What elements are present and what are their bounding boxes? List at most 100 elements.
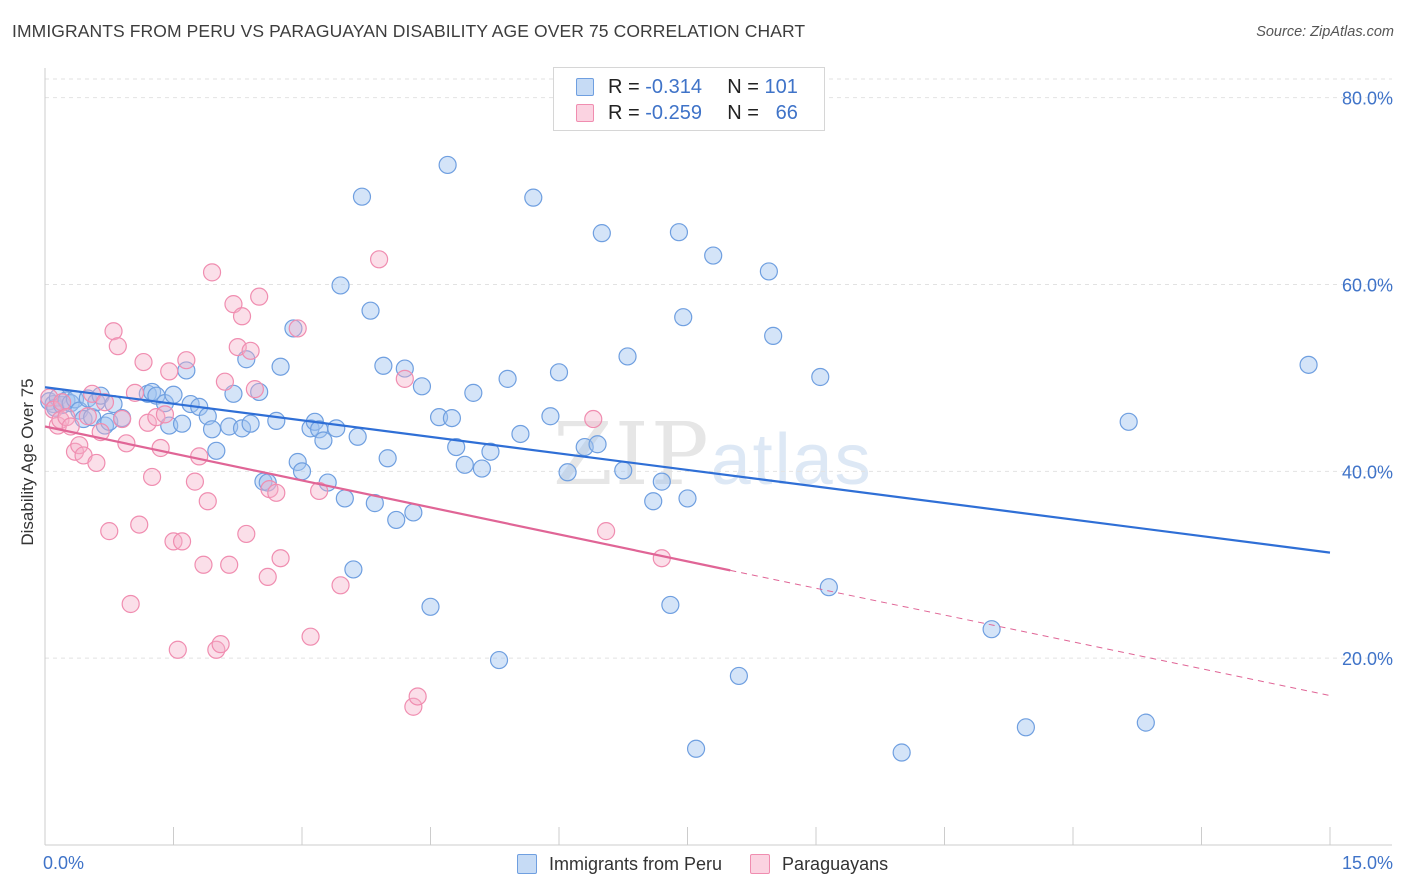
point-peru bbox=[271, 357, 290, 376]
x-tick-label-max: 15.0% bbox=[1342, 853, 1393, 873]
point-paraguayans bbox=[125, 383, 145, 402]
point-peru bbox=[614, 461, 633, 480]
point-peru bbox=[207, 441, 226, 460]
point-peru bbox=[1299, 355, 1318, 374]
point-peru bbox=[511, 424, 530, 444]
point-paraguayans bbox=[190, 447, 209, 466]
point-peru bbox=[1136, 713, 1155, 732]
point-paraguayans bbox=[185, 472, 205, 491]
point-peru bbox=[331, 276, 350, 295]
point-peru bbox=[378, 449, 397, 468]
legend-item-peru[interactable]: Immigrants from Peru bbox=[517, 854, 722, 875]
point-paraguayans bbox=[215, 372, 234, 391]
r-label: R = bbox=[608, 101, 640, 124]
point-peru bbox=[438, 155, 457, 175]
point-paraguayans bbox=[168, 640, 187, 659]
point-paraguayans bbox=[404, 697, 423, 716]
point-peru bbox=[344, 560, 363, 579]
point-paraguayans bbox=[172, 532, 192, 551]
point-peru bbox=[395, 359, 414, 378]
point-paraguayans bbox=[301, 627, 320, 646]
r-value: -0.314 bbox=[645, 75, 702, 98]
correlation-legend: R = -0.314 N = 101 R = -0.259 N = 66 bbox=[553, 67, 825, 131]
point-peru bbox=[892, 743, 911, 762]
point-paraguayans bbox=[288, 319, 307, 338]
legend-label-paraguayans: Paraguayans bbox=[782, 853, 889, 874]
point-peru bbox=[819, 578, 838, 597]
point-peru bbox=[288, 452, 307, 472]
point-peru bbox=[352, 187, 372, 206]
point-peru bbox=[1016, 718, 1035, 737]
r-label: R = bbox=[608, 75, 640, 98]
point-peru bbox=[759, 262, 778, 281]
n-value: 66 bbox=[775, 101, 798, 124]
point-peru bbox=[669, 223, 689, 242]
point-peru bbox=[365, 494, 384, 513]
legend-swatch-paraguayans bbox=[750, 854, 771, 874]
point-paraguayans bbox=[194, 555, 213, 574]
point-paraguayans bbox=[87, 453, 106, 473]
point-paraguayans bbox=[267, 483, 286, 502]
x-tick-label-min: 0.0% bbox=[43, 853, 84, 873]
point-paraguayans bbox=[100, 522, 119, 541]
legend-swatch-peru bbox=[517, 854, 537, 874]
point-peru bbox=[335, 489, 354, 508]
n-label: N = bbox=[727, 75, 759, 98]
point-paraguayans bbox=[310, 481, 329, 501]
y-tick-label: 60.0% bbox=[1342, 276, 1393, 296]
point-paraguayans bbox=[160, 362, 179, 381]
point-paraguayans bbox=[408, 687, 427, 706]
point-peru bbox=[267, 411, 286, 430]
point-peru bbox=[348, 427, 367, 446]
point-paraguayans bbox=[78, 407, 97, 426]
y-tick-label: 40.0% bbox=[1342, 462, 1393, 482]
point-paraguayans bbox=[134, 352, 153, 372]
point-peru bbox=[404, 503, 423, 522]
point-paraguayans bbox=[104, 322, 123, 341]
point-peru bbox=[618, 347, 637, 366]
point-peru bbox=[481, 442, 500, 461]
point-peru bbox=[232, 419, 252, 438]
point-peru bbox=[729, 666, 749, 686]
legend-swatch-peru bbox=[576, 78, 594, 96]
point-paraguayans bbox=[95, 393, 115, 412]
y-tick-label: 80.0% bbox=[1342, 89, 1393, 109]
point-paraguayans bbox=[258, 567, 277, 587]
trend-line-paraguayans-extension bbox=[730, 569, 1331, 697]
point-paraguayans bbox=[245, 380, 264, 399]
point-paraguayans bbox=[331, 576, 350, 595]
point-peru bbox=[361, 301, 380, 320]
point-peru bbox=[811, 367, 830, 387]
watermark-atlas: atlas bbox=[710, 420, 873, 500]
point-peru bbox=[472, 459, 491, 478]
n-label: N = bbox=[727, 101, 759, 124]
point-paraguayans bbox=[151, 438, 170, 458]
n-value: 101 bbox=[764, 75, 798, 98]
point-paraguayans bbox=[142, 467, 162, 487]
point-paraguayans bbox=[130, 515, 149, 534]
point-peru bbox=[704, 246, 723, 265]
legend-item-paraguayans[interactable]: Paraguayans bbox=[750, 854, 888, 875]
point-peru bbox=[678, 489, 697, 508]
point-paraguayans bbox=[237, 524, 256, 544]
point-peru bbox=[314, 431, 333, 450]
point-peru bbox=[387, 510, 406, 530]
point-peru bbox=[202, 420, 222, 439]
point-peru bbox=[541, 407, 560, 426]
point-peru bbox=[429, 408, 449, 427]
legend-row-paraguayans: R = -0.259 N = 66 bbox=[576, 101, 798, 125]
point-paraguayans bbox=[584, 409, 603, 429]
point-peru bbox=[524, 188, 543, 207]
point-paraguayans bbox=[395, 369, 414, 388]
r-value: -0.259 bbox=[645, 101, 702, 124]
legend-row-peru: R = -0.314 N = 101 bbox=[576, 75, 798, 99]
trend-lines bbox=[44, 386, 1331, 697]
legend-swatch-paraguayans bbox=[576, 104, 594, 122]
point-paraguayans bbox=[177, 351, 196, 370]
point-peru bbox=[442, 408, 462, 428]
point-paraguayans bbox=[220, 555, 239, 574]
point-peru bbox=[421, 597, 440, 616]
point-peru bbox=[498, 369, 517, 388]
point-peru bbox=[327, 419, 346, 438]
point-peru bbox=[164, 385, 183, 404]
